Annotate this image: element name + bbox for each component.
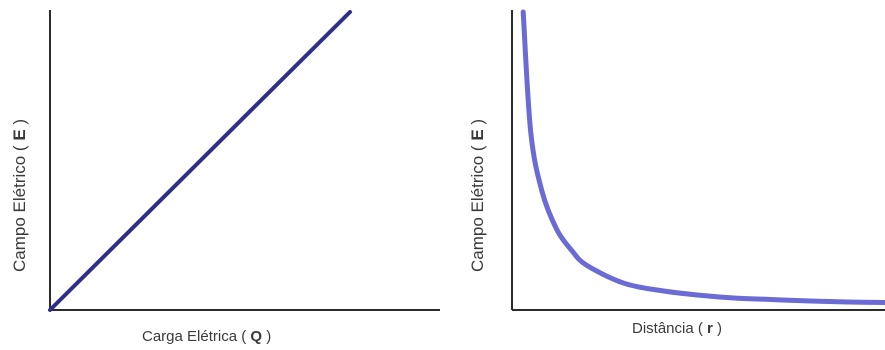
x-axis-label: Distância ( r ) <box>632 320 723 337</box>
y-axis-label: Campo Elétrico ( E ) <box>10 118 29 272</box>
chart-linear <box>48 10 440 312</box>
series-line <box>48 10 352 312</box>
chart-inverse <box>511 9 885 311</box>
chart-linear-panel: Campo Elétrico ( E ) Carga Elétrica ( Q … <box>0 0 440 350</box>
chart-inverse-panel: Campo Elétrico ( E ) Distância ( r ) <box>440 0 885 350</box>
x-axis-label: Carga Elétrica ( Q ) <box>142 328 272 345</box>
y-axis-label: Campo Elétrico ( E ) <box>468 118 487 272</box>
series-line <box>520 9 885 306</box>
